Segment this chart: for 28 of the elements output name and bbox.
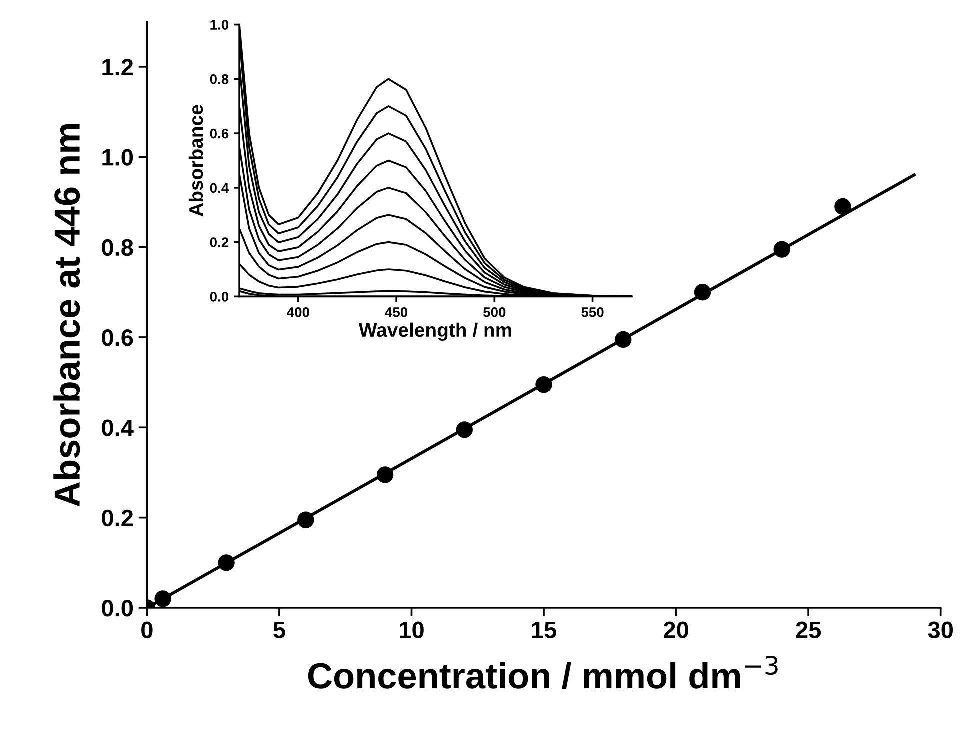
x-tick-label: 5	[274, 622, 286, 639]
x-tick-label: 10	[400, 622, 424, 639]
y-tick-label: 1.0	[210, 20, 229, 30]
y-tick-label: 1.0	[102, 149, 134, 166]
x-tick-label: 450	[385, 307, 408, 318]
x-axis-title: Concentration / mmol dm$^{−3}$	[308, 656, 778, 690]
y-tick-label: 0.0	[210, 292, 229, 302]
y-tick-label: 0.0	[102, 600, 134, 617]
x-tick-label: 550	[582, 307, 604, 318]
x-tick-label: 500	[484, 307, 506, 318]
y-tick-label: 0.6	[102, 330, 134, 346]
y-tick-label: 0.2	[210, 238, 229, 248]
y-tick-label: 0.4	[210, 183, 230, 194]
y-tick-label: 0.8	[210, 74, 229, 84]
x-tick-label: 25	[796, 622, 822, 639]
y-axis-title: Absorbance	[188, 105, 204, 216]
y-tick-label: 0.2	[102, 510, 134, 527]
y-tick-label: 0.4	[102, 420, 134, 436]
x-tick-label: 0	[142, 622, 153, 639]
x-tick-label: 400	[287, 307, 310, 318]
x-tick-label: 20	[664, 622, 688, 639]
y-tick-label: 0.8	[102, 239, 134, 256]
y-tick-label: 1.2	[102, 59, 134, 76]
y-tick-label: 0.6	[210, 128, 229, 139]
x-tick-label: 30	[928, 622, 953, 639]
x-tick-label: 15	[532, 622, 556, 639]
y-axis-title: Absorbance at 446 nm	[54, 124, 80, 507]
x-axis-title: Wavelength / nm	[358, 322, 512, 342]
